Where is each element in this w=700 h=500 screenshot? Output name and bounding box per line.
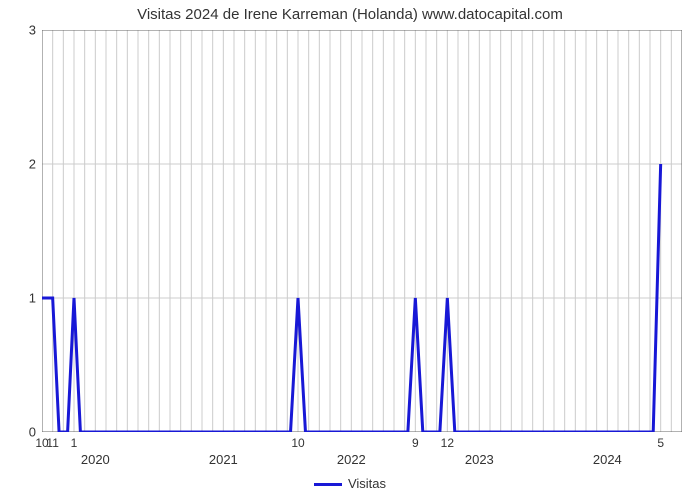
chart-svg: [42, 30, 682, 432]
x-major-tick-label: 2024: [593, 452, 622, 467]
x-minor-tick-label: 11: [46, 436, 58, 450]
legend-swatch: [314, 483, 342, 486]
chart-title: Visitas 2024 de Irene Karreman (Holanda)…: [0, 6, 700, 23]
legend-label: Visitas: [348, 476, 386, 491]
x-minor-tick-label: 1: [71, 436, 78, 450]
x-major-tick-label: 2020: [81, 452, 110, 467]
x-major-tick-label: 2022: [337, 452, 366, 467]
y-tick-label: 3: [18, 23, 36, 38]
y-tick-label: 0: [18, 425, 36, 440]
x-minor-tick-label: 9: [412, 436, 419, 450]
plot-area: [42, 30, 682, 432]
legend: Visitas: [0, 476, 700, 491]
x-minor-tick-label: 10: [291, 436, 304, 450]
x-minor-tick-label: 12: [441, 436, 454, 450]
x-major-tick-label: 2021: [209, 452, 238, 467]
chart-container: Visitas 2024 de Irene Karreman (Holanda)…: [0, 0, 700, 500]
x-minor-tick-label: 5: [657, 436, 664, 450]
x-major-tick-label: 2023: [465, 452, 494, 467]
y-tick-label: 1: [18, 291, 36, 306]
y-tick-label: 2: [18, 157, 36, 172]
